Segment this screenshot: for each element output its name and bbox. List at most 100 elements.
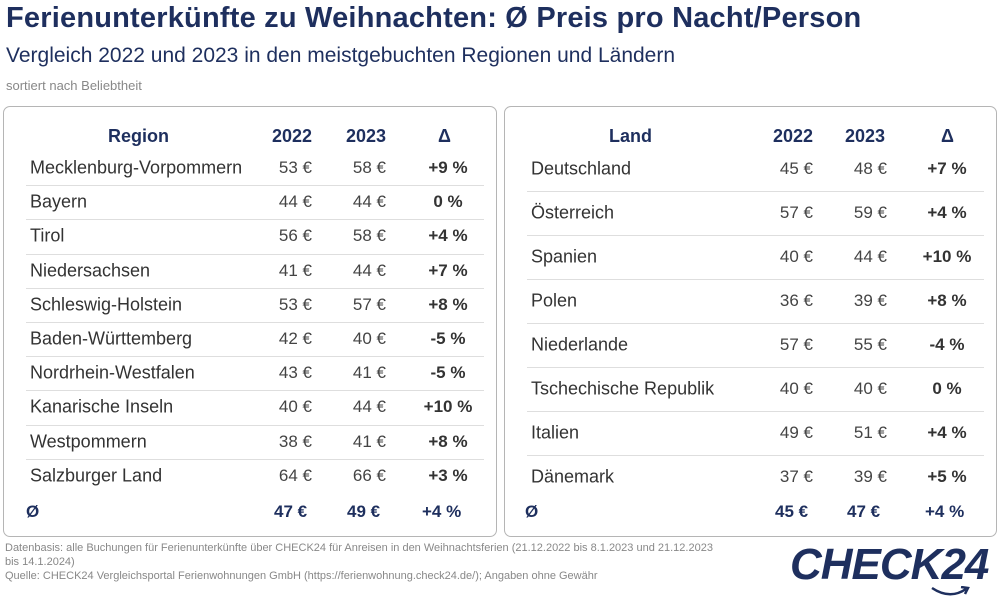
- value-2023: 58 €: [352, 158, 386, 178]
- value-2022: 45 €: [779, 159, 813, 178]
- value-2023: 55 €: [853, 335, 887, 354]
- value-2023: 44 €: [853, 247, 887, 266]
- value-delta: +8 %: [428, 294, 468, 314]
- average-delta: +4 %: [925, 502, 965, 521]
- value-delta: +10 %: [423, 397, 473, 417]
- value-delta: +9 %: [428, 158, 468, 178]
- value-delta: 0 %: [932, 379, 962, 398]
- value-2022: 64 €: [278, 465, 312, 485]
- row-label: Italien: [531, 422, 580, 443]
- table-row: Baden-Württemberg 42 € 40 € -5 %: [26, 322, 484, 358]
- value-delta: +8 %: [428, 431, 468, 451]
- value-delta: +4 %: [927, 423, 967, 442]
- average-delta: +4 %: [422, 502, 462, 521]
- table-row: Polen 36 € 39 € +8 %: [527, 279, 984, 324]
- row-label: Spanien: [531, 246, 598, 267]
- row-label: Niederlande: [531, 334, 629, 355]
- value-2022: 57 €: [779, 335, 813, 354]
- sort-note: sortiert nach Beliebtheit: [6, 78, 142, 93]
- value-2023: 59 €: [853, 203, 887, 222]
- value-delta: +4 %: [927, 203, 967, 222]
- row-label: Tschechische Republik: [531, 378, 715, 399]
- row-label: Westpommern: [30, 431, 147, 452]
- value-2023: 40 €: [853, 379, 887, 398]
- table-row: Tirol 56 € 58 € +4 %: [26, 219, 484, 255]
- value-2022: 44 €: [278, 192, 312, 212]
- table-row: Spanien 40 € 44 € +10 %: [527, 235, 984, 280]
- value-2022: 40 €: [779, 247, 813, 266]
- average-2023: 47 €: [847, 502, 881, 521]
- table-row: Österreich 57 € 59 € +4 %: [527, 191, 984, 236]
- value-delta: +3 %: [428, 465, 468, 485]
- table-row: Kanarische Inseln 40 € 44 € +10 %: [26, 390, 484, 426]
- value-delta: -5 %: [430, 363, 466, 383]
- column-header-2023: 2023: [346, 126, 387, 146]
- value-2023: 39 €: [853, 291, 887, 310]
- value-2023: 48 €: [853, 159, 887, 178]
- value-2022: 56 €: [278, 226, 312, 246]
- table-row: Niederlande 57 € 55 € -4 %: [527, 323, 984, 368]
- row-label: Schleswig-Holstein: [30, 294, 183, 315]
- row-label: Kanarische Inseln: [30, 396, 174, 417]
- row-label: Deutschland: [531, 158, 632, 179]
- value-delta: +4 %: [428, 226, 468, 246]
- value-delta: 0 %: [433, 192, 463, 212]
- row-label: Polen: [531, 290, 578, 311]
- value-2022: 53 €: [278, 158, 312, 178]
- value-delta: -4 %: [929, 335, 965, 354]
- column-header-region: Region: [108, 126, 169, 146]
- footer-line: bis 14.1.2024): [5, 556, 75, 568]
- table-row: Dänemark 37 € 39 € +5 %: [527, 455, 984, 499]
- row-label: Salzburger Land: [30, 465, 163, 486]
- value-2023: 44 €: [352, 260, 386, 280]
- value-2022: 40 €: [779, 379, 813, 398]
- value-2023: 41 €: [352, 363, 386, 383]
- value-2022: 37 €: [779, 467, 813, 486]
- table-row: Niedersachsen 41 € 44 € +7 %: [26, 254, 484, 289]
- value-2023: 40 €: [352, 329, 386, 349]
- row-label: Nordrhein-Westfalen: [30, 362, 195, 383]
- value-2023: 44 €: [352, 397, 386, 417]
- value-2023: 44 €: [352, 192, 386, 212]
- footer-source: Datenbasis: alle Buchungen für Ferienunt…: [5, 541, 713, 583]
- value-delta: +8 %: [927, 291, 967, 310]
- table-row: Italien 49 € 51 € +4 %: [527, 411, 984, 456]
- chart-title: Ferienunterkünfte zu Weihnachten: Ø Prei…: [6, 2, 862, 34]
- value-2022: 53 €: [278, 294, 312, 314]
- table-row: Schleswig-Holstein 53 € 57 € +8 %: [26, 288, 484, 323]
- value-delta: +5 %: [927, 467, 967, 486]
- value-2022: 49 €: [779, 423, 813, 442]
- column-header-delta: Δ: [438, 126, 451, 146]
- value-delta: +7 %: [927, 159, 967, 178]
- column-header-2022: 2022: [773, 126, 814, 146]
- row-label: Bayern: [30, 191, 88, 212]
- column-header-2023: 2023: [845, 126, 886, 146]
- average-2023: 49 €: [347, 502, 381, 521]
- row-label: Österreich: [531, 202, 615, 223]
- check24-logo: CHECK24: [790, 540, 989, 589]
- value-delta: +7 %: [428, 260, 468, 280]
- value-2023: 66 €: [352, 465, 386, 485]
- row-label: Baden-Württemberg: [30, 328, 193, 349]
- country-table: Land 2022 2023 Δ Deutschland 45 € 48 € +7 %…: [504, 106, 997, 537]
- value-2022: 36 €: [779, 291, 813, 310]
- row-label: Dänemark: [531, 466, 615, 487]
- value-2023: 39 €: [853, 467, 887, 486]
- value-2022: 43 €: [278, 363, 312, 383]
- value-2023: 41 €: [352, 431, 386, 451]
- average-2022: 47 €: [274, 502, 308, 521]
- table-row: Mecklenburg-Vorpommern 53 € 58 € +9 %: [26, 151, 484, 187]
- row-label: Mecklenburg-Vorpommern: [30, 157, 243, 178]
- value-delta: -5 %: [430, 329, 466, 349]
- average-label: Ø: [525, 502, 539, 521]
- value-2022: 41 €: [278, 260, 312, 280]
- table-row: Salzburger Land 64 € 66 € +3 %: [26, 459, 484, 493]
- value-delta: +10 %: [922, 247, 972, 266]
- average-2022: 45 €: [775, 502, 809, 521]
- column-header-delta: Δ: [941, 126, 954, 146]
- average-label: Ø: [26, 502, 40, 521]
- column-header-2022: 2022: [272, 126, 313, 146]
- row-label: Niedersachsen: [30, 260, 151, 281]
- value-2022: 57 €: [779, 203, 813, 222]
- value-2023: 57 €: [352, 294, 386, 314]
